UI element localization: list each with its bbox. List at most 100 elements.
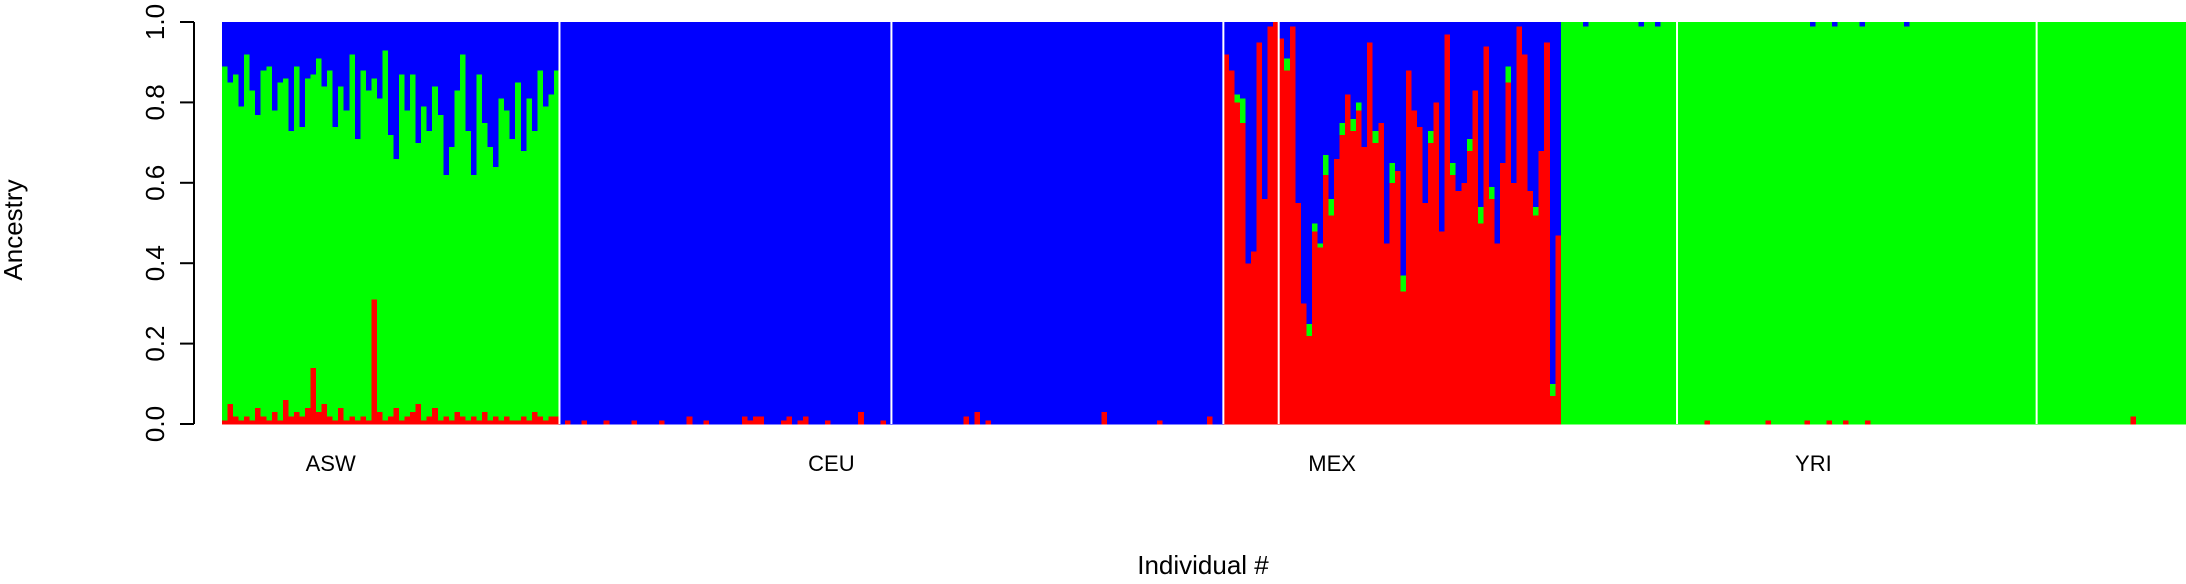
bar-ceu-85-blue (1024, 22, 1031, 425)
bar-asw-33-blue (399, 22, 406, 75)
bar-ceu-42-red (786, 415, 793, 425)
bar-ceu-80-blue (996, 22, 1003, 425)
bar-mex-36-red (1417, 126, 1424, 425)
bar-yri-47-green (1815, 22, 1822, 425)
bar-yri-86-green (2031, 22, 2038, 425)
bar-mex-24-green (1350, 118, 1357, 131)
bar-asw-15-blue (299, 22, 306, 127)
bar-ceu-51-blue (836, 22, 843, 425)
bar-mex-13-red (1289, 26, 1296, 425)
bar-asw-49-blue (487, 22, 494, 147)
bar-asw-39-blue (432, 22, 439, 87)
bar-mex-44-blue (1461, 22, 1468, 184)
bar-mex-47-red (1477, 223, 1484, 425)
bar-mex-29-red (1378, 122, 1385, 425)
bar-yri-104-red (2130, 415, 2137, 425)
bar-yri-3-green (1571, 22, 1579, 425)
bar-ceu-86-blue (1029, 22, 1036, 425)
bar-yri-82-green (2008, 22, 2016, 425)
bar-asw-30-red (382, 419, 389, 425)
group-label-yri: YRI (1795, 451, 1832, 476)
bar-asw-19-green (321, 86, 328, 405)
bar-yri-44-green (1798, 22, 1805, 425)
bar-mex-42-green (1450, 162, 1457, 176)
bar-yri-67-green (1925, 22, 1933, 425)
y-axis-title: Ancestry (0, 179, 28, 280)
bar-asw-9-red (266, 419, 273, 425)
bar-ceu-11-blue (614, 22, 621, 425)
bar-ceu-48-blue (819, 22, 826, 425)
bar-asw-13-green (288, 130, 295, 417)
bar-asw-59-blue (542, 22, 550, 107)
bar-ceu-45-red (802, 415, 810, 425)
bar-asw-42-blue (448, 22, 455, 147)
bar-yri-45-green (1804, 22, 1811, 421)
bar-asw-35-green (410, 74, 417, 413)
bar-yri-77-green (1981, 22, 1988, 425)
bar-mex-38-red (1428, 142, 1435, 425)
bar-ceu-100-blue (1107, 22, 1114, 425)
bar-asw-34-green (404, 110, 411, 417)
bar-ceu-59-red (880, 419, 887, 425)
bar-mex-23-blue (1345, 22, 1352, 95)
bar-asw-35-blue (410, 22, 417, 75)
bar-yri-6-green (1588, 22, 1595, 425)
bar-mex-44-red (1461, 182, 1468, 425)
bar-asw-51-green (498, 98, 505, 421)
bar-asw-29-blue (376, 22, 384, 99)
bar-asw-53-red (509, 419, 516, 425)
bar-asw-4-blue (238, 22, 245, 107)
bar-mex-21-blue (1334, 22, 1341, 159)
bar-asw-32-blue (393, 22, 400, 159)
bar-yri-63-blue (1903, 22, 1910, 27)
bar-asw-30-blue (382, 22, 389, 51)
bar-yri-38-red (1765, 419, 1772, 425)
bar-mex-53-blue (1511, 22, 1518, 184)
bar-mex-26-red (1361, 146, 1368, 425)
bar-ceu-39-blue (769, 22, 776, 425)
bar-yri-66-green (1920, 22, 1927, 425)
bar-yri-51-green (1837, 22, 1844, 425)
bar-mex-41-blue (1444, 22, 1451, 35)
bar-asw-54-red (515, 419, 522, 425)
bar-asw-18-red (316, 411, 323, 425)
bar-ceu-24-red (686, 415, 693, 425)
bar-ceu-53-blue (847, 22, 854, 425)
bar-mex-24-blue (1350, 22, 1357, 119)
bar-mex-53-red (1511, 182, 1518, 425)
bar-asw-22-blue (338, 22, 345, 87)
bar-ceu-8-blue (598, 22, 605, 425)
bar-asw-12-red (282, 399, 289, 425)
bar-asw-46-blue (470, 22, 478, 176)
bar-mex-43-red (1455, 190, 1462, 425)
bar-ceu-92-blue (1062, 22, 1070, 425)
bar-ceu-65-blue (913, 22, 920, 425)
bar-asw-44-green (459, 54, 467, 417)
bar-ceu-89-blue (1046, 22, 1053, 425)
bar-ceu-63-blue (902, 22, 909, 425)
bar-asw-26-green (360, 70, 367, 417)
bar-mex-59-red (1544, 42, 1551, 425)
bar-ceu-41-blue (780, 22, 787, 421)
bar-mex-24-red (1350, 130, 1357, 425)
bar-asw-8-red (260, 415, 267, 425)
bar-ceu-9-red (603, 419, 610, 425)
bar-mex-16-green (1306, 323, 1313, 336)
bar-ceu-69-blue (935, 22, 942, 425)
bar-mex-60-green (1549, 383, 1556, 397)
bar-ceu-67-blue (924, 22, 931, 425)
bar-yri-20-green (1665, 22, 1673, 425)
bar-ceu-44-red (797, 419, 804, 425)
bar-asw-58-green (537, 70, 544, 417)
bar-asw-31-green (387, 134, 395, 417)
bar-yri-31-green (1726, 22, 1733, 425)
bar-yri-30-green (1721, 22, 1728, 425)
bar-mex-28-blue (1372, 22, 1379, 131)
bar-mex-35-blue (1411, 22, 1418, 111)
bar-asw-33-red (399, 419, 406, 425)
bar-asw-46-green (470, 174, 478, 417)
bar-asw-39-green (432, 86, 439, 409)
bar-yri-64-green (1909, 22, 1916, 425)
bar-ceu-70-blue (941, 22, 948, 425)
bar-yri-49-red (1826, 419, 1833, 425)
